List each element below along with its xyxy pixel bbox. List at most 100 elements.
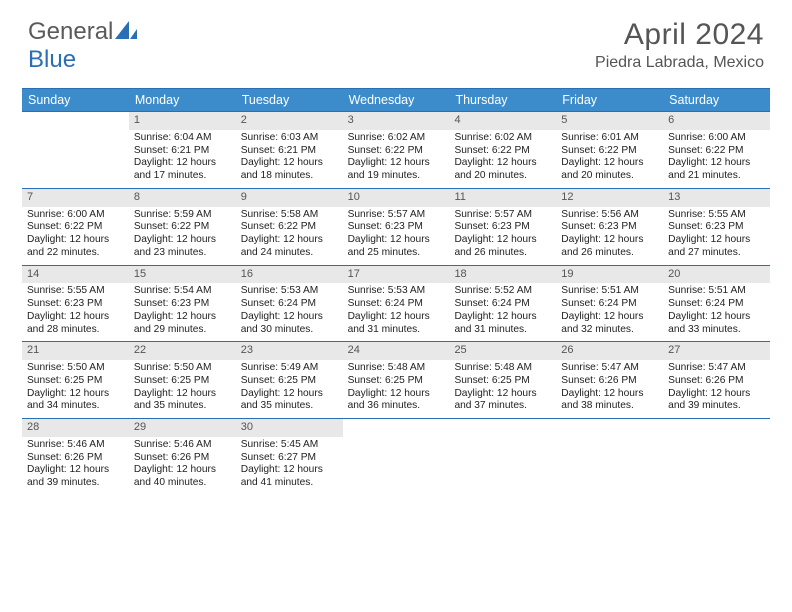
weekday-header: Thursday: [449, 89, 556, 111]
day-number: 12: [556, 189, 663, 207]
day-cell: 23Sunrise: 5:49 AMSunset: 6:25 PMDayligh…: [236, 342, 343, 418]
sunrise-text: Sunrise: 6:02 AM: [348, 132, 445, 145]
daylight-line1: Daylight: 12 hours: [668, 157, 765, 170]
daylight-line2: and 35 minutes.: [134, 400, 231, 413]
day-cell: 2Sunrise: 6:03 AMSunset: 6:21 PMDaylight…: [236, 112, 343, 188]
calendar-table: Sunday Monday Tuesday Wednesday Thursday…: [22, 88, 770, 495]
daylight-line1: Daylight: 12 hours: [27, 388, 124, 401]
daylight-line2: and 18 minutes.: [241, 170, 338, 183]
daylight-line2: and 20 minutes.: [454, 170, 551, 183]
sail-icon: [115, 18, 137, 46]
day-number: 27: [663, 342, 770, 360]
day-cell: 25Sunrise: 5:48 AMSunset: 6:25 PMDayligh…: [449, 342, 556, 418]
day-cell: 21Sunrise: 5:50 AMSunset: 6:25 PMDayligh…: [22, 342, 129, 418]
daylight-line1: Daylight: 12 hours: [241, 464, 338, 477]
sunrise-text: Sunrise: 5:49 AM: [241, 362, 338, 375]
day-cell: 27Sunrise: 5:47 AMSunset: 6:26 PMDayligh…: [663, 342, 770, 418]
day-number: 5: [556, 112, 663, 130]
day-body: Sunrise: 6:02 AMSunset: 6:22 PMDaylight:…: [449, 130, 556, 188]
day-number: 25: [449, 342, 556, 360]
day-body: Sunrise: 6:04 AMSunset: 6:21 PMDaylight:…: [129, 130, 236, 188]
daylight-line2: and 35 minutes.: [241, 400, 338, 413]
daylight-line2: and 39 minutes.: [668, 400, 765, 413]
day-number: 24: [343, 342, 450, 360]
daylight-line2: and 37 minutes.: [454, 400, 551, 413]
day-number: 4: [449, 112, 556, 130]
daylight-line1: Daylight: 12 hours: [134, 388, 231, 401]
sunset-text: Sunset: 6:21 PM: [134, 145, 231, 158]
daylight-line2: and 41 minutes.: [241, 477, 338, 490]
day-body: Sunrise: 5:58 AMSunset: 6:22 PMDaylight:…: [236, 207, 343, 265]
day-cell: 19Sunrise: 5:51 AMSunset: 6:24 PMDayligh…: [556, 266, 663, 342]
day-number: 16: [236, 266, 343, 284]
day-cell: 3Sunrise: 6:02 AMSunset: 6:22 PMDaylight…: [343, 112, 450, 188]
day-body: Sunrise: 5:55 AMSunset: 6:23 PMDaylight:…: [663, 207, 770, 265]
sunrise-text: Sunrise: 6:04 AM: [134, 132, 231, 145]
daylight-line2: and 40 minutes.: [134, 477, 231, 490]
day-number: 2: [236, 112, 343, 130]
daylight-line1: Daylight: 12 hours: [241, 157, 338, 170]
day-cell: 22Sunrise: 5:50 AMSunset: 6:25 PMDayligh…: [129, 342, 236, 418]
day-cell: 18Sunrise: 5:52 AMSunset: 6:24 PMDayligh…: [449, 266, 556, 342]
sunset-text: Sunset: 6:24 PM: [454, 298, 551, 311]
daylight-line1: Daylight: 12 hours: [668, 311, 765, 324]
day-cell: 8Sunrise: 5:59 AMSunset: 6:22 PMDaylight…: [129, 189, 236, 265]
day-cell: 6Sunrise: 6:00 AMSunset: 6:22 PMDaylight…: [663, 112, 770, 188]
sunrise-text: Sunrise: 5:51 AM: [561, 285, 658, 298]
day-cell: 9Sunrise: 5:58 AMSunset: 6:22 PMDaylight…: [236, 189, 343, 265]
sunrise-text: Sunrise: 5:58 AM: [241, 209, 338, 222]
sunrise-text: Sunrise: 5:53 AM: [241, 285, 338, 298]
daylight-line1: Daylight: 12 hours: [561, 388, 658, 401]
sunset-text: Sunset: 6:21 PM: [241, 145, 338, 158]
day-number: 13: [663, 189, 770, 207]
daylight-line2: and 22 minutes.: [27, 247, 124, 260]
weekday-header: Monday: [129, 89, 236, 111]
day-body: Sunrise: 6:02 AMSunset: 6:22 PMDaylight:…: [343, 130, 450, 188]
day-number: 1: [129, 112, 236, 130]
day-cell: 28Sunrise: 5:46 AMSunset: 6:26 PMDayligh…: [22, 419, 129, 495]
week-row: 21Sunrise: 5:50 AMSunset: 6:25 PMDayligh…: [22, 341, 770, 418]
day-body: Sunrise: 5:49 AMSunset: 6:25 PMDaylight:…: [236, 360, 343, 418]
sunrise-text: Sunrise: 6:00 AM: [668, 132, 765, 145]
sunrise-text: Sunrise: 5:57 AM: [454, 209, 551, 222]
daylight-line2: and 25 minutes.: [348, 247, 445, 260]
day-body: Sunrise: 5:54 AMSunset: 6:23 PMDaylight:…: [129, 283, 236, 341]
day-body: Sunrise: 5:50 AMSunset: 6:25 PMDaylight:…: [22, 360, 129, 418]
sunset-text: Sunset: 6:22 PM: [561, 145, 658, 158]
daylight-line2: and 33 minutes.: [668, 324, 765, 337]
daylight-line1: Daylight: 12 hours: [27, 311, 124, 324]
daylight-line2: and 30 minutes.: [241, 324, 338, 337]
page-header: General Blue April 2024 Piedra Labrada, …: [0, 0, 792, 82]
daylight-line1: Daylight: 12 hours: [668, 234, 765, 247]
day-cell: 16Sunrise: 5:53 AMSunset: 6:24 PMDayligh…: [236, 266, 343, 342]
daylight-line1: Daylight: 12 hours: [348, 311, 445, 324]
daylight-line2: and 24 minutes.: [241, 247, 338, 260]
daylight-line2: and 28 minutes.: [27, 324, 124, 337]
sunset-text: Sunset: 6:23 PM: [27, 298, 124, 311]
weekday-header: Friday: [556, 89, 663, 111]
week-row: 28Sunrise: 5:46 AMSunset: 6:26 PMDayligh…: [22, 418, 770, 495]
sunset-text: Sunset: 6:23 PM: [561, 221, 658, 234]
day-body: Sunrise: 5:47 AMSunset: 6:26 PMDaylight:…: [663, 360, 770, 418]
week-row: 7Sunrise: 6:00 AMSunset: 6:22 PMDaylight…: [22, 188, 770, 265]
sunset-text: Sunset: 6:26 PM: [134, 452, 231, 465]
day-number: 18: [449, 266, 556, 284]
day-number: 30: [236, 419, 343, 437]
day-body: Sunrise: 5:57 AMSunset: 6:23 PMDaylight:…: [449, 207, 556, 265]
daylight-line1: Daylight: 12 hours: [241, 388, 338, 401]
day-body: Sunrise: 5:59 AMSunset: 6:22 PMDaylight:…: [129, 207, 236, 265]
day-body: Sunrise: 6:03 AMSunset: 6:21 PMDaylight:…: [236, 130, 343, 188]
day-cell: 26Sunrise: 5:47 AMSunset: 6:26 PMDayligh…: [556, 342, 663, 418]
day-body: Sunrise: 5:50 AMSunset: 6:25 PMDaylight:…: [129, 360, 236, 418]
sunset-text: Sunset: 6:23 PM: [348, 221, 445, 234]
day-body: Sunrise: 5:56 AMSunset: 6:23 PMDaylight:…: [556, 207, 663, 265]
daylight-line1: Daylight: 12 hours: [27, 464, 124, 477]
day-number: 28: [22, 419, 129, 437]
sunrise-text: Sunrise: 5:50 AM: [134, 362, 231, 375]
brand-text: General Blue: [28, 18, 137, 74]
day-body: Sunrise: 5:45 AMSunset: 6:27 PMDaylight:…: [236, 437, 343, 495]
sunset-text: Sunset: 6:24 PM: [241, 298, 338, 311]
day-cell: 10Sunrise: 5:57 AMSunset: 6:23 PMDayligh…: [343, 189, 450, 265]
day-number: 23: [236, 342, 343, 360]
day-body: Sunrise: 6:01 AMSunset: 6:22 PMDaylight:…: [556, 130, 663, 188]
